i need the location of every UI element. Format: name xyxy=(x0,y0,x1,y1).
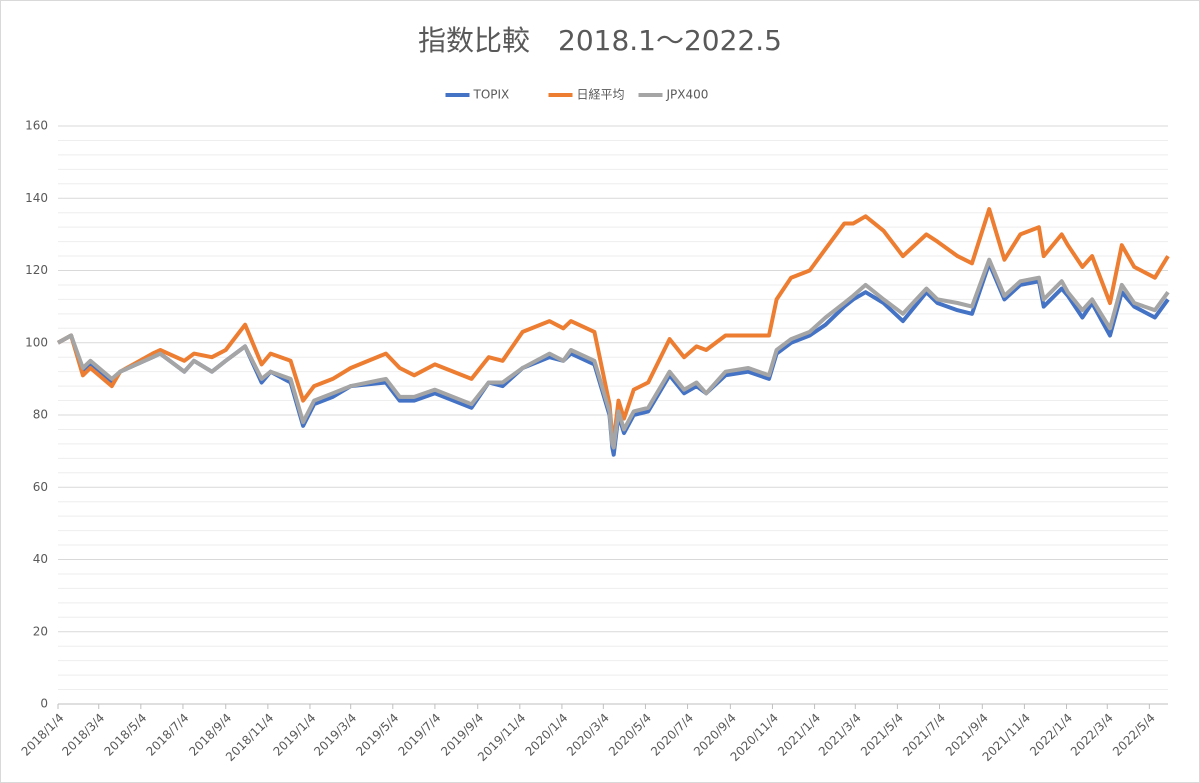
legend-label: 日経平均 xyxy=(577,88,625,102)
y-tick-label: 100 xyxy=(25,335,48,349)
y-tick-label: 20 xyxy=(33,624,48,638)
y-tick-label: 60 xyxy=(33,480,48,494)
y-tick-label: 140 xyxy=(25,191,48,205)
y-tick-label: 160 xyxy=(25,119,48,133)
y-tick-label: 80 xyxy=(33,408,48,422)
series-line xyxy=(57,257,1170,450)
legend-label: JPX400 xyxy=(666,88,709,102)
y-tick-label: 0 xyxy=(40,697,48,711)
legend-label: TOPIX xyxy=(473,88,510,102)
y-tick-label: 120 xyxy=(25,263,48,277)
y-tick-label: 40 xyxy=(33,552,48,566)
chart-title: 指数比較 2018.1～2022.5 xyxy=(418,24,782,57)
series-line xyxy=(57,207,1170,443)
